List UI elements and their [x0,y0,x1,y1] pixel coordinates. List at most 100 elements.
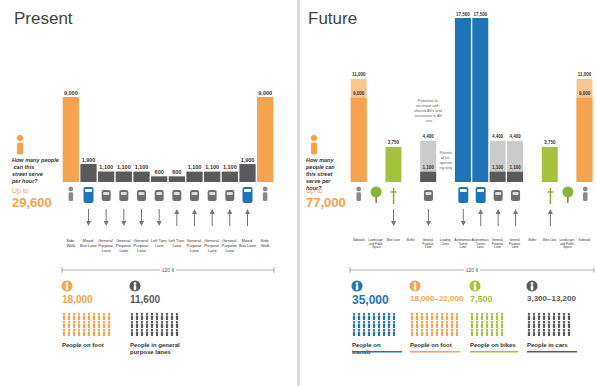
svg-text:Lane: Lane [477,245,484,249]
svg-text:11,000: 11,000 [352,72,366,77]
svg-text:Left Turn: Left Turn [168,237,186,243]
svg-text:3,300–13,200: 3,300–13,200 [527,294,576,303]
svg-text:Lane: Lane [137,248,147,253]
svg-text:Lane: Lane [460,245,467,249]
svg-text:street serve: street serve [12,171,44,177]
svg-text:1,100: 1,100 [117,164,131,170]
svg-text:3,750: 3,750 [388,140,400,145]
svg-text:Purpose: Purpose [186,242,203,248]
svg-text:Space: Space [371,245,381,249]
svg-text:1,100: 1,100 [223,164,237,170]
svg-text:17,500: 17,500 [473,12,487,17]
svg-text:1,900: 1,900 [241,157,255,163]
svg-text:11,000: 11,000 [578,72,592,77]
svg-text:Purpose: Purpose [98,242,115,248]
svg-text:Purpose: Purpose [221,242,238,248]
svg-text:How many people: How many people [12,157,59,163]
svg-text:Sidewalk: Sidewalk [579,238,592,242]
svg-text:Purpose: Purpose [204,242,221,248]
svg-text:can this: can this [12,164,36,170]
svg-text:Walk: Walk [261,243,270,248]
svg-text:General: General [98,237,114,243]
svg-text:Left Turn: Left Turn [150,237,168,243]
svg-text:People in general: People in general [130,342,181,348]
svg-text:this street: this street [306,171,334,177]
svg-text:9,000: 9,000 [353,91,365,96]
svg-text:General: General [116,237,132,243]
svg-text:4,400: 4,400 [492,134,504,139]
svg-text:Up to: Up to [12,187,29,195]
svg-text:Lane: Lane [494,245,501,249]
svg-text:per hour?: per hour? [11,178,38,184]
svg-text:9,000: 9,000 [64,90,78,96]
svg-text:120 ft: 120 ft [162,267,175,273]
svg-text:General: General [204,237,220,243]
svg-text:Lane: Lane [190,248,200,253]
svg-text:600: 600 [155,169,164,175]
svg-text:1,100: 1,100 [492,165,504,170]
svg-text:People on foot: People on foot [62,342,104,348]
svg-text:7,500: 7,500 [470,294,493,304]
svg-text:ng only: ng only [439,165,452,170]
svg-text:Space: Space [562,245,572,249]
svg-text:1,900: 1,900 [82,157,96,163]
svg-text:1,100: 1,100 [423,165,435,170]
svg-text:Lane: Lane [208,248,218,253]
svg-text:29,600: 29,600 [12,195,52,210]
svg-text:4,400: 4,400 [423,134,435,139]
svg-text:General: General [133,237,150,243]
svg-text:1,100: 1,100 [509,165,521,170]
svg-text:Buffer: Buffer [528,238,536,242]
svg-text:Walk: Walk [66,243,75,248]
svg-text:Lane: Lane [512,245,519,249]
svg-text:Zone: Zone [442,241,449,245]
svg-text:1,100: 1,100 [99,164,113,170]
svg-text:Bus Lane: Bus Lane [239,243,257,248]
svg-text:9,000: 9,000 [579,91,591,96]
svg-text:Up to: Up to [306,187,323,195]
svg-text:Purpose: Purpose [115,242,132,248]
svg-text:120 ft: 120 ft [466,267,479,273]
svg-text:Lane: Lane [102,248,112,253]
svg-text:17,500: 17,500 [456,12,470,17]
svg-text:Buffer: Buffer [407,238,415,242]
svg-text:Future: Future [308,9,357,28]
svg-text:Lane: Lane [425,245,432,249]
svg-text:transit: transit [352,349,371,356]
svg-text:How many: How many [306,157,335,163]
svg-text:use: use [425,118,433,123]
svg-text:9,000: 9,000 [258,90,272,96]
svg-text:Lane: Lane [172,243,182,248]
svg-text:18,000: 18,000 [62,294,93,305]
svg-text:People in cars: People in cars [527,342,568,348]
svg-text:Lane: Lane [155,243,165,248]
svg-text:1,100: 1,100 [205,164,219,170]
svg-text:People on bikes: People on bikes [470,342,516,348]
svg-text:35,000: 35,000 [352,293,389,307]
svg-text:purpose lanes: purpose lanes [130,349,171,355]
svg-text:600: 600 [172,169,181,175]
svg-text:4,400: 4,400 [509,134,521,139]
svg-text:Lane: Lane [119,248,129,253]
svg-text:People on foot: People on foot [410,342,452,348]
svg-text:77,000: 77,000 [306,195,346,210]
svg-text:18,000–22,000: 18,000–22,000 [410,294,464,303]
svg-text:serve per: serve per [306,178,332,184]
svg-text:Sidewalk: Sidewalk [353,238,366,242]
svg-text:Bike Lane: Bike Lane [387,238,401,242]
svg-text:General: General [222,237,238,243]
svg-text:Bus Lane: Bus Lane [80,243,98,248]
svg-text:Lane: Lane [225,248,235,253]
svg-text:Side: Side [66,237,76,243]
svg-text:11,600: 11,600 [130,294,160,305]
svg-text:1,100: 1,100 [135,164,149,170]
svg-text:Present: Present [14,9,73,28]
svg-text:3,750: 3,750 [544,140,556,145]
svg-text:Mixed: Mixed [82,237,95,243]
svg-text:Purpose: Purpose [133,242,150,248]
svg-text:General: General [186,237,203,243]
svg-text:Bike Lane: Bike Lane [543,238,557,242]
svg-text:People on: People on [352,342,382,348]
svg-text:people can: people can [305,164,336,170]
svg-text:1,100: 1,100 [188,164,202,170]
